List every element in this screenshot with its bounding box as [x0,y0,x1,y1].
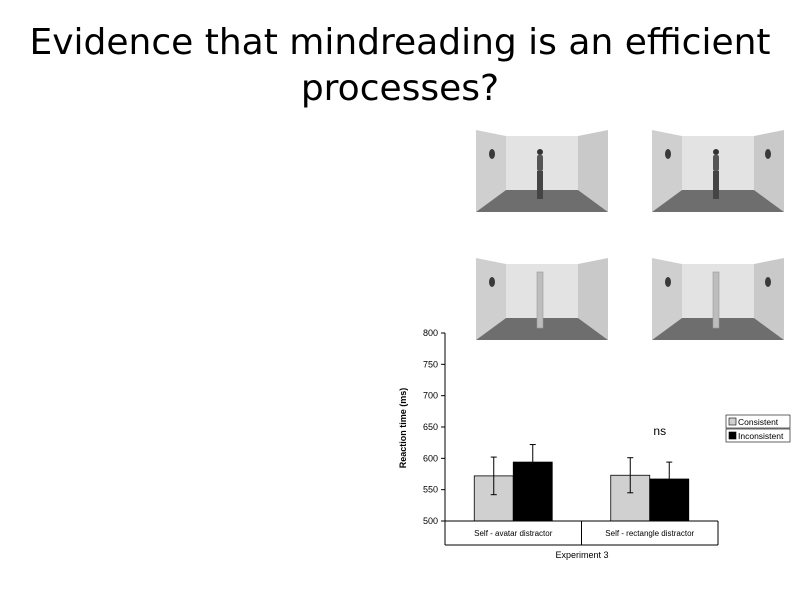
x-tick-label: Self - rectangle distractor [605,529,694,538]
y-tick-label: 700 [423,391,438,401]
y-tick-label: 550 [423,485,438,495]
legend: Consistent Inconsistent [725,414,791,443]
y-tick-label: 500 [423,516,438,526]
legend-entry [725,414,791,429]
y-tick-label: 650 [423,422,438,432]
legend-entry [725,428,791,443]
y-tick-label: 800 [423,328,438,338]
reaction-time-chart: Reaction time (ms) 500 550 600 650 700 750 800… [398,328,791,560]
room-avatar-both-image [652,130,784,212]
y-axis-label: Reaction time (ms) [398,388,408,469]
x-axis-label: Experiment 3 [555,550,608,560]
legend-swatch [728,417,737,426]
y-tick-label: 600 [423,453,438,463]
legend-label: Inconsistent [738,431,784,441]
legend-label: Consistent [738,417,779,427]
room-avatar-left-image [476,130,608,212]
bars-group: ns [473,424,690,522]
y-axis: 500 550 600 650 700 750 800 [423,328,446,526]
y-tick-label: 750 [423,359,438,369]
room-rectangle-left-image [476,258,608,340]
slide-title: Evidence that mindreading is an efficien… [0,20,800,112]
annotation-ns: ns [653,424,666,438]
x-axis: Self - avatar distractor Self - rectangle… [444,520,719,546]
x-tick-label: Self - avatar distractor [474,529,553,538]
room-rectangle-both-image [652,258,784,340]
slide-title-line-2: processes? [300,68,500,109]
slide-title-line-1: Evidence that mindreading is an efficien… [29,22,771,63]
legend-swatch [728,431,737,440]
